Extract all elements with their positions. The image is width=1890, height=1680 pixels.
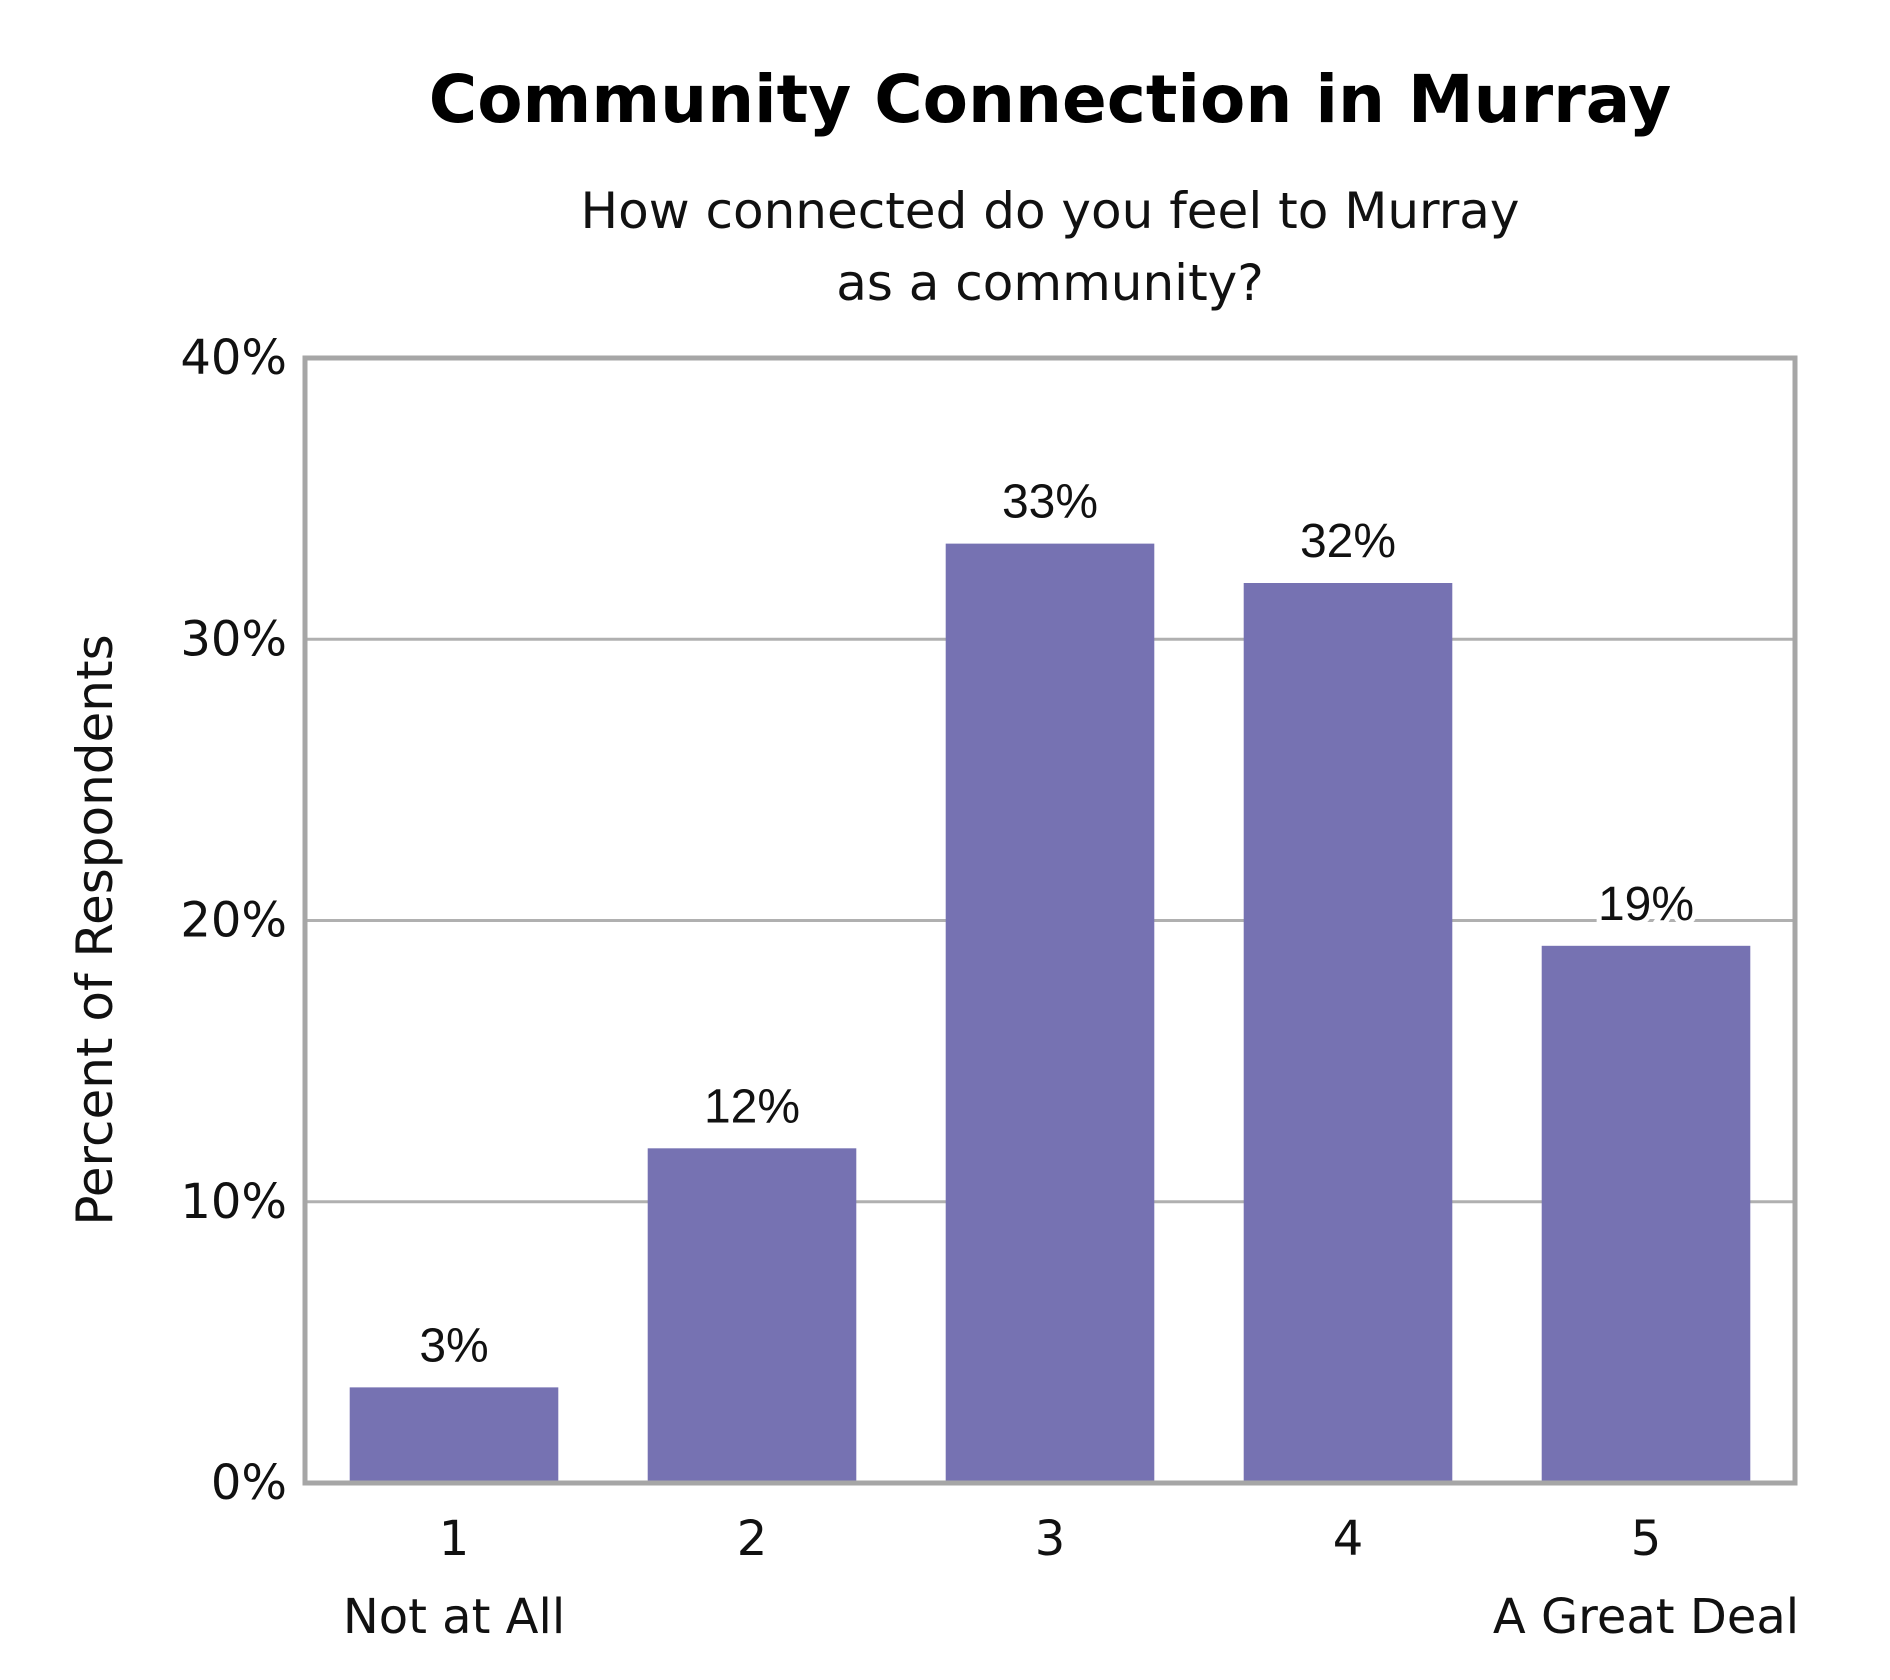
x-tick-sublabel: Not at All bbox=[343, 1589, 565, 1645]
x-tick-label: 2 bbox=[737, 1511, 768, 1567]
x-tick-label: 4 bbox=[1333, 1511, 1364, 1567]
y-tick-label: 0% bbox=[211, 1455, 287, 1511]
y-tick-label: 10% bbox=[180, 1174, 287, 1230]
x-tick-label: 1 bbox=[439, 1511, 470, 1567]
x-tick-label: 3 bbox=[1035, 1511, 1066, 1567]
data-label: 3% bbox=[419, 1319, 488, 1372]
data-labels: 3% 12% 33% 32% 19% bbox=[414, 471, 1699, 1378]
y-tick-labels: 0% 10% 20% 30% 40% bbox=[180, 330, 287, 1511]
data-label: 32% bbox=[1300, 515, 1396, 568]
x-tick-sublabel: A Great Deal bbox=[1493, 1589, 1799, 1645]
data-label: 12% bbox=[704, 1080, 800, 1133]
bar bbox=[1243, 583, 1453, 1483]
bar bbox=[647, 1148, 857, 1483]
x-tick-label: 5 bbox=[1631, 1511, 1662, 1567]
y-tick-label: 20% bbox=[180, 893, 287, 949]
plot-border bbox=[302, 355, 1798, 1486]
data-label: 19% bbox=[1598, 878, 1694, 931]
bars bbox=[349, 543, 1751, 1483]
chart-subtitle-line-2: as a community? bbox=[836, 254, 1264, 312]
bar bbox=[349, 1387, 559, 1483]
bar bbox=[1541, 945, 1751, 1483]
y-axis-label: Percent of Respondents bbox=[66, 634, 124, 1225]
plot-frame bbox=[302, 355, 1798, 1486]
chart-title: Community Connection in Murray bbox=[429, 61, 1671, 138]
data-label: 33% bbox=[1002, 476, 1098, 529]
y-tick-label: 30% bbox=[180, 611, 287, 667]
x-tick-labels: 1 Not at All 2 3 4 5 A Great Deal bbox=[343, 1511, 1799, 1645]
bar bbox=[945, 543, 1155, 1483]
y-tick-label: 40% bbox=[180, 330, 287, 386]
chart-subtitle-line-1: How connected do you feel to Murray bbox=[581, 182, 1520, 240]
